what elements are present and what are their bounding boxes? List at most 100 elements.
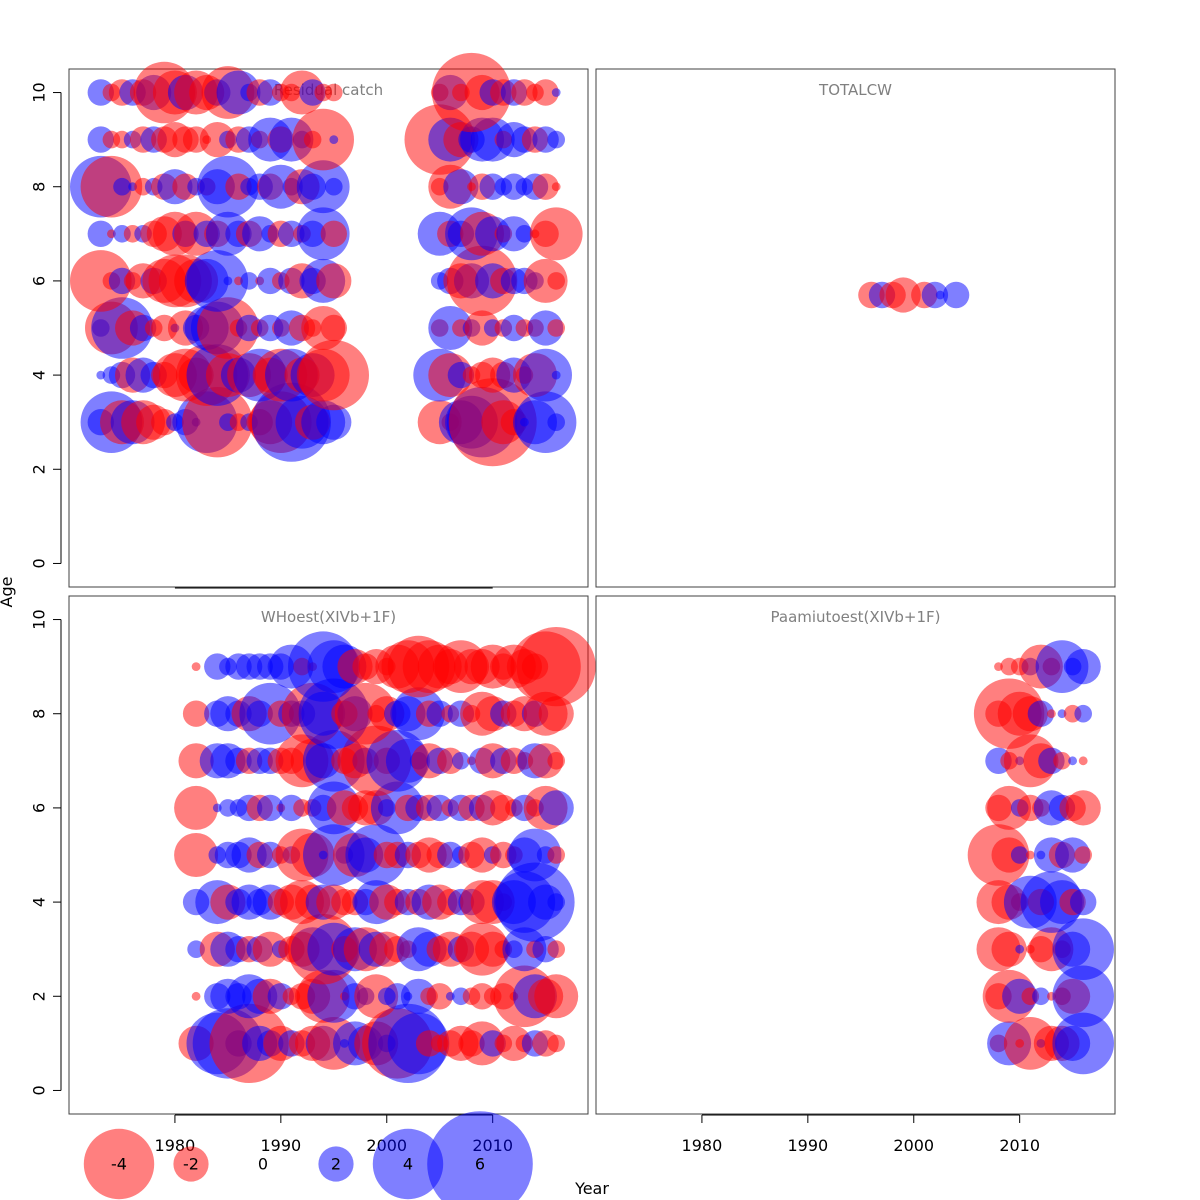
legend-bubble (83, 1128, 155, 1200)
y-tick-label: 0 (30, 1085, 49, 1095)
residual-bubble (1065, 649, 1101, 685)
residual-bubble (547, 130, 565, 149)
x-axis-label: Year (574, 1179, 609, 1198)
panel-title: Paamiutoest(XIVb+1F) (771, 608, 941, 626)
bubble-group (858, 277, 970, 313)
residual-bubble (991, 837, 1027, 873)
residual-bubble (186, 250, 249, 312)
residual-bubble (329, 135, 339, 145)
bubble-group (174, 627, 596, 1083)
residual-bubble (325, 83, 343, 102)
residual-bubble (523, 258, 568, 303)
legend-label: -4 (111, 1155, 127, 1174)
residual-bubble (223, 276, 233, 286)
y-tick-label: 6 (30, 276, 49, 286)
residual-bubble (1002, 978, 1038, 1014)
residual-bubble (547, 846, 565, 864)
legend-bubble (372, 1128, 444, 1200)
panel-title: WHoest(XIVb+1F) (261, 608, 396, 626)
residual-bubble (1055, 837, 1091, 873)
residual-bubble (70, 250, 132, 312)
y-tick-label: 10 (30, 82, 49, 102)
residual-bubble (547, 272, 565, 290)
y-tick-label: 8 (30, 182, 49, 192)
panel-frame (595, 68, 1116, 588)
residual-bubble (80, 155, 143, 218)
residual-bubble (529, 207, 583, 261)
residual-bubble (1025, 850, 1035, 860)
legend-label: -2 (183, 1155, 199, 1174)
residual-bubble (547, 413, 565, 432)
y-tick-label: 4 (30, 370, 49, 380)
panel-4: Paamiutoest(XIVb+1F) 1980 1990 2000 2010 (595, 595, 1116, 1155)
panel-frame (68, 68, 589, 588)
residual-bubble (316, 404, 352, 440)
residual-bubble (885, 277, 921, 313)
residual-bubble (1010, 846, 1029, 864)
y-tick-label: 2 (30, 991, 49, 1001)
residual-bubble (197, 297, 259, 359)
residual-bubble (1032, 987, 1050, 1006)
residual-bubble (1053, 752, 1071, 770)
residual-bubble (551, 88, 561, 97)
residual-bubble (528, 310, 564, 346)
residual-bubble (532, 79, 559, 106)
x-tick-label: 2000 (893, 1136, 934, 1155)
residual-bubble (325, 177, 343, 196)
residual-bubble (113, 177, 131, 196)
x-tick-label: 1990 (787, 1136, 828, 1155)
x-tick-label: 2010 (999, 1136, 1040, 1155)
residual-bubble (496, 1025, 532, 1061)
y-tick-label: 0 (30, 558, 49, 568)
residual-bubble (1027, 700, 1055, 727)
residual-bubble (1074, 704, 1092, 723)
residual-bubble (1052, 918, 1114, 980)
residual-bubble (551, 370, 561, 380)
residual-bubble (199, 122, 235, 158)
residual-bubble (428, 306, 473, 350)
residual-bubble (475, 931, 511, 967)
residual-bubble (1074, 846, 1092, 864)
residual-bubble (216, 70, 261, 115)
residual-bubble (242, 216, 278, 252)
residual-bubble (191, 991, 201, 1001)
x-tick-label: 1990 (260, 1136, 301, 1155)
residual-bubble (292, 108, 355, 171)
residual-bubble (464, 837, 500, 873)
legend-label: 0 (258, 1155, 268, 1174)
residual-bubble (320, 220, 347, 247)
panel-frame (595, 595, 1116, 1115)
legend-label: 4 (403, 1155, 413, 1174)
residual-bubble (320, 314, 347, 342)
residual-bubble (942, 281, 970, 309)
legend-entry: -4 (83, 1128, 155, 1200)
residual-bubble (1015, 944, 1025, 954)
legend-bubble (173, 1146, 209, 1182)
residual-bubble (298, 339, 369, 411)
residual-bubble (443, 169, 479, 205)
residual-bubble (935, 290, 945, 300)
residual-bubble (257, 794, 284, 822)
residual-bubble (508, 828, 562, 882)
residual-bubble (496, 216, 532, 252)
residual-bubble (551, 182, 561, 192)
legend-label: 2 (331, 1155, 341, 1174)
residual-bubble (528, 743, 564, 779)
legend-entry: 6 (427, 1111, 533, 1200)
residual-bubble (354, 974, 399, 1019)
residual-bubble (426, 983, 453, 1010)
y-tick-label: 10 (30, 609, 49, 629)
residual-bubble (547, 893, 565, 911)
panel-frame (68, 595, 589, 1115)
panels-layer: Residual catch0246810TOTALCWWHoest(XIVb+… (30, 52, 1116, 1155)
residual-bubble (991, 931, 1027, 967)
residual-bubble (1052, 965, 1114, 1028)
residual-bubble (252, 931, 288, 967)
residual-bubble (1078, 756, 1088, 766)
residual-bubble (452, 752, 470, 770)
residual-bubble (1047, 709, 1056, 719)
legend-label: 6 (475, 1155, 485, 1174)
residual-bubble (547, 319, 565, 337)
legend-bubble (318, 1146, 354, 1182)
